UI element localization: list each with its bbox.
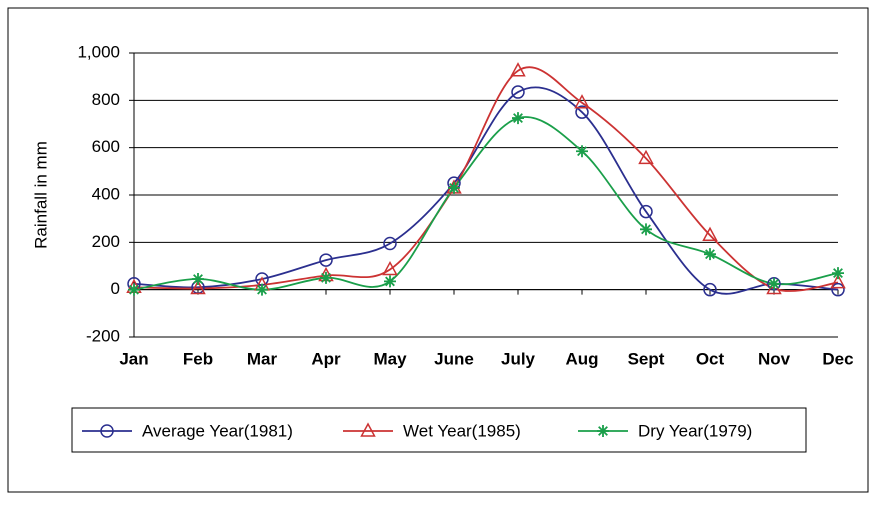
x-tick-label: Sept xyxy=(628,349,665,368)
marker-star xyxy=(256,283,268,296)
marker-star xyxy=(768,277,780,290)
marker-circle xyxy=(511,85,525,99)
y-tick-label: 600 xyxy=(92,137,120,156)
legend-label: Dry Year(1979) xyxy=(638,421,752,440)
x-tick-label: May xyxy=(373,349,407,368)
y-tick-label: 200 xyxy=(92,232,120,251)
marker-triangle xyxy=(830,273,846,289)
y-axis-label: Rainfall in mm xyxy=(31,141,50,249)
marker-star xyxy=(448,181,460,194)
x-tick-label: Mar xyxy=(247,349,278,368)
marker-triangle xyxy=(510,62,526,77)
x-tick-label: Aug xyxy=(565,349,598,368)
marker-star xyxy=(597,425,609,437)
marker-triangle xyxy=(360,422,376,437)
legend-box xyxy=(71,407,807,453)
marker-star xyxy=(384,275,396,288)
marker-star xyxy=(832,267,844,280)
x-tick-label: Feb xyxy=(183,349,213,368)
marker-star xyxy=(640,223,652,236)
marker-triangle xyxy=(190,279,206,295)
marker-circle xyxy=(100,424,114,438)
marker-triangle xyxy=(382,260,398,276)
marker-circle xyxy=(575,105,589,119)
y-tick-label: 800 xyxy=(92,90,120,109)
x-tick-label: Apr xyxy=(311,349,341,368)
y-tick-label: 1,000 xyxy=(77,42,120,61)
y-tick-label: 0 xyxy=(111,279,120,298)
legend-label: Wet Year(1985) xyxy=(403,421,521,440)
marker-triangle xyxy=(574,94,590,109)
marker-star xyxy=(512,112,524,125)
x-tick-label: June xyxy=(434,349,474,368)
marker-circle xyxy=(831,282,845,297)
marker-circle xyxy=(319,253,333,267)
marker-triangle xyxy=(638,149,654,165)
marker-triangle xyxy=(702,226,718,241)
marker-star xyxy=(576,145,588,158)
y-tick-label: 400 xyxy=(92,184,120,203)
x-tick-label: July xyxy=(501,349,536,368)
marker-circle xyxy=(639,204,653,219)
x-tick-label: Oct xyxy=(696,349,725,368)
marker-star xyxy=(320,271,332,284)
x-tick-label: Jan xyxy=(119,349,148,368)
legend-label: Average Year(1981) xyxy=(142,421,293,440)
marker-star xyxy=(128,283,140,296)
x-tick-label: Dec xyxy=(822,349,853,368)
x-tick-label: Nov xyxy=(758,349,791,368)
marker-star xyxy=(192,273,204,286)
marker-star xyxy=(704,248,716,261)
y-tick-label: -200 xyxy=(86,326,120,345)
marker-circle xyxy=(703,282,717,297)
marker-circle xyxy=(383,236,397,251)
